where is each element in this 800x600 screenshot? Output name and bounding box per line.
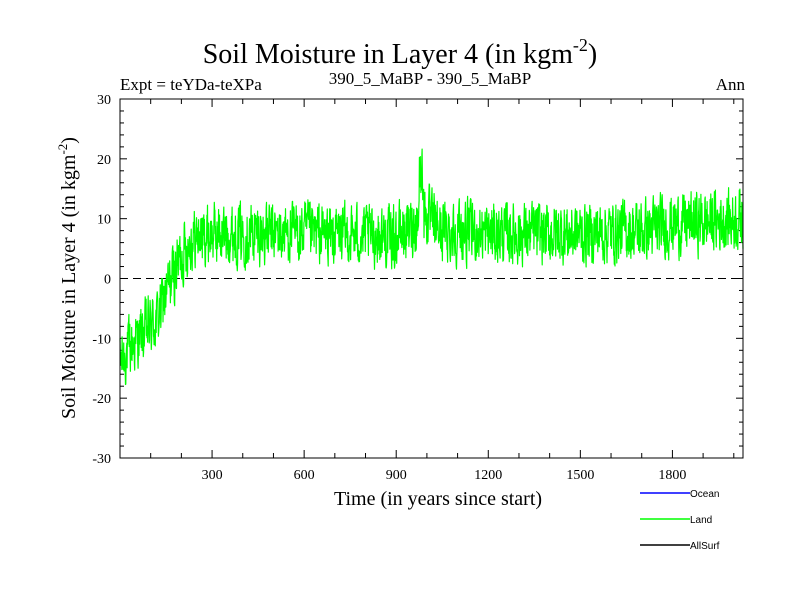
legend-item-allsurf: AllSurf	[640, 541, 720, 552]
series-line-land	[119, 148, 744, 386]
legend-label-allsurf: AllSurf	[690, 541, 720, 552]
x-tick-label: 1500	[566, 468, 594, 483]
season-label: Ann	[716, 75, 746, 94]
period-label: 390_5_MaBP - 390_5_MaBP	[329, 69, 531, 88]
legend: Ocean Land AllSurf	[640, 489, 720, 552]
x-tick-label: 600	[294, 468, 315, 483]
x-tick-label: 1200	[474, 468, 502, 483]
y-tick-label: -10	[92, 332, 111, 347]
legend-label-land: Land	[690, 515, 712, 526]
legend-item-land: Land	[640, 515, 712, 526]
x-tick-label: 300	[202, 468, 223, 483]
legend-item-ocean: Ocean	[640, 489, 719, 500]
y-tick-label: 10	[97, 213, 111, 228]
plot-area: -30 -20 -10 0 10 20 30 300 600 900 1200 1500 1800	[92, 93, 744, 483]
chart-title: Soil Moisture in Layer 4 (in kgm-2)	[203, 35, 598, 70]
y-tick-label: -20	[92, 392, 111, 407]
y-tick-label: 30	[97, 93, 111, 108]
legend-label-ocean: Ocean	[690, 489, 719, 500]
x-tick-label: 1800	[658, 468, 686, 483]
y-axis-label: Soil Moisture in Layer 4 (in kgm-2)	[55, 137, 80, 419]
y-tick-label: 0	[104, 273, 111, 288]
y-tick-label: 20	[97, 153, 111, 168]
plot-frame	[119, 98, 744, 459]
x-axis-label: Time (in years since start)	[334, 488, 542, 510]
experiment-label: Expt = teYDa-teXPa	[120, 75, 262, 94]
x-tick-label: 900	[386, 468, 407, 483]
y-tick-label: -30	[92, 452, 111, 467]
